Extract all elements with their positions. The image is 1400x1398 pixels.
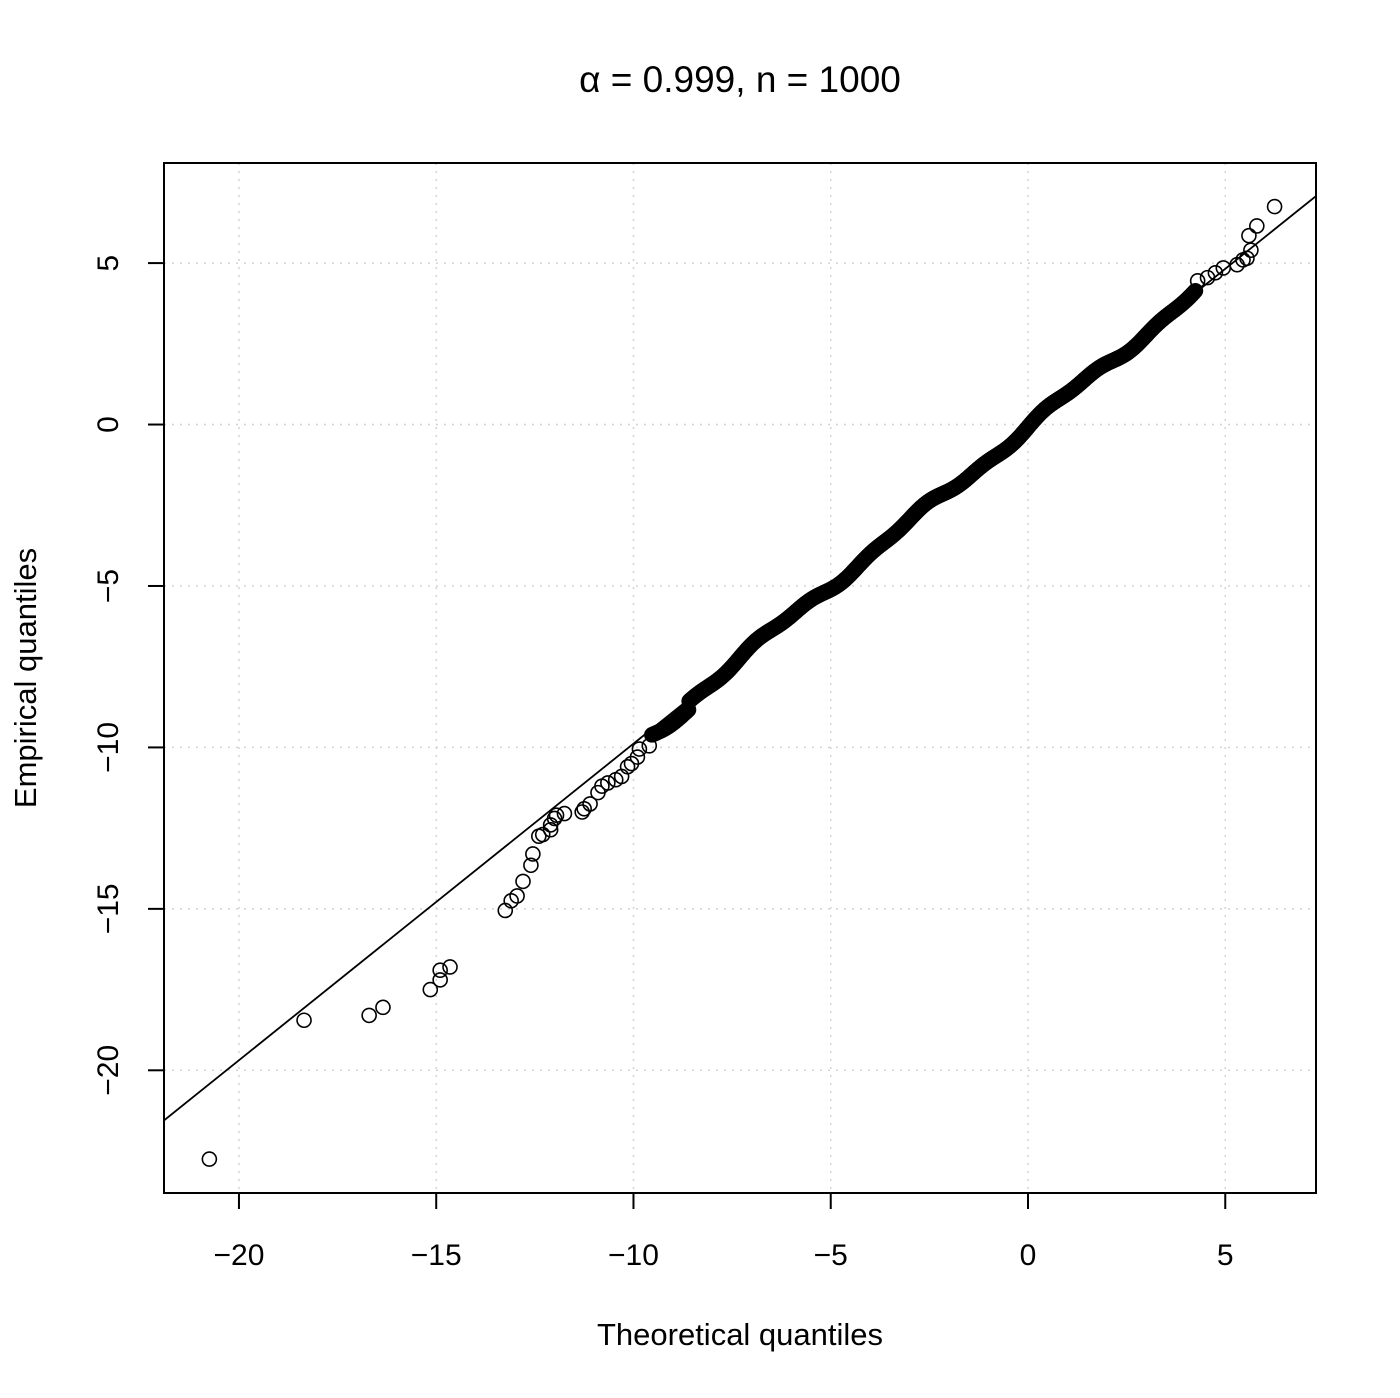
data-point <box>1207 264 1224 281</box>
data-point <box>422 981 439 998</box>
data-point <box>442 959 458 975</box>
data-point <box>629 749 646 765</box>
x-tick-label-4: 0 <box>1020 1239 1037 1272</box>
y-tick-label-1: −15 <box>92 883 125 934</box>
data-point <box>515 873 531 890</box>
y-tick-label-2: −10 <box>92 722 125 773</box>
y-axis: −20 −15 −10 −5 0 5 <box>92 255 164 1096</box>
data-point <box>1187 282 1204 299</box>
data-point <box>534 826 551 843</box>
data-point <box>600 775 616 791</box>
data-point <box>1243 242 1259 258</box>
plot-frame <box>163 162 1317 1194</box>
data-point <box>1199 269 1216 286</box>
x-tick-label-0: −20 <box>214 1239 265 1272</box>
data-point <box>542 821 559 838</box>
y-tick-label-5: 5 <box>92 255 125 272</box>
chart-title: α = 0.999, n = 1000 <box>579 59 901 100</box>
data-point <box>1249 218 1265 234</box>
x-tick-label-5: 5 <box>1217 1239 1234 1272</box>
data-point <box>201 1151 218 1167</box>
data-point <box>525 846 541 862</box>
data-point <box>361 1007 377 1024</box>
data-point <box>1241 227 1257 244</box>
x-tick-label-1: −15 <box>411 1239 462 1272</box>
grid-lines <box>164 163 1316 1193</box>
y-axis-label: Empirical quantiles <box>8 548 43 808</box>
data-point <box>1215 260 1232 276</box>
data-point <box>296 1012 312 1029</box>
data-point <box>556 805 573 822</box>
data-point <box>631 741 648 757</box>
data-point <box>432 972 448 988</box>
x-tick-label-3: −5 <box>814 1239 848 1272</box>
x-tick-label-2: −10 <box>608 1239 659 1272</box>
x-axis: −20 −15 −10 −5 0 5 <box>214 1193 1234 1272</box>
data-points <box>201 198 1283 1167</box>
data-point <box>619 758 636 775</box>
y-tick-label-4: 0 <box>92 416 125 433</box>
data-point <box>523 857 539 874</box>
data-point <box>574 804 590 820</box>
data-point <box>1266 198 1283 215</box>
data-point <box>546 810 563 827</box>
data-point <box>375 999 391 1016</box>
data-point <box>1239 250 1255 267</box>
data-point <box>432 962 448 979</box>
data-point <box>548 807 565 824</box>
y-tick-label-0: −20 <box>92 1045 125 1096</box>
x-axis-label: Theoretical quantiles <box>597 1317 883 1352</box>
data-point <box>509 888 525 904</box>
y-tick-label-3: −5 <box>92 569 125 603</box>
data-point <box>582 796 598 812</box>
